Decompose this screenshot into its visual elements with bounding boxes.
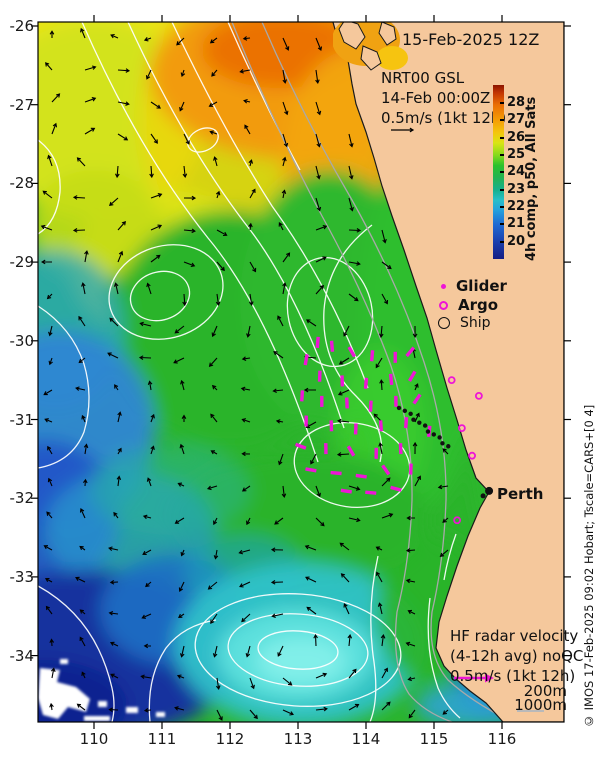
datetime-title: 15-Feb-2025 12Z xyxy=(402,30,540,49)
y-tick-label: -30 xyxy=(9,331,35,350)
x-tick-label: 110 xyxy=(79,730,109,748)
reference-arrows xyxy=(391,127,415,133)
colorbar-tick xyxy=(500,171,504,174)
x-tick-label: 114 xyxy=(351,730,381,748)
colorbar-tick-label: 23 xyxy=(507,181,526,197)
sla-contours xyxy=(38,22,461,722)
colorbar-tick xyxy=(500,136,504,139)
legend-item-argo: Argo xyxy=(439,296,498,314)
legend-label-argo: Argo xyxy=(458,296,499,314)
y-tick-label: -28 xyxy=(9,174,35,193)
colorbar-tick xyxy=(500,119,504,122)
colorbar-tick-label: 21 xyxy=(507,216,526,232)
y-tick-label: -29 xyxy=(9,253,35,272)
x-tick-label: 112 xyxy=(215,730,245,748)
colorbar-tick xyxy=(500,188,504,191)
plot-frame xyxy=(31,15,571,729)
current-vectors xyxy=(40,27,449,721)
colorbar-tick-label: 24 xyxy=(507,164,526,180)
isobath-line-sample xyxy=(517,710,544,712)
colorbar-tick xyxy=(500,102,504,105)
credit-text: © IMOS 17-Feb-2025 09:02 Hobart; Tscale=… xyxy=(582,404,596,728)
y-tick-label: -33 xyxy=(9,567,35,586)
colorbar-label: 4h comp, p50, All Sats xyxy=(524,96,539,261)
x-tick-label: 113 xyxy=(283,730,313,748)
y-tick-label: -34 xyxy=(9,646,35,665)
isobath-1000m-label: 1000m xyxy=(514,696,567,714)
model-name: NRT00 GSL xyxy=(381,69,465,87)
y-tick-label: -32 xyxy=(9,489,35,508)
colorbar-tick xyxy=(500,240,504,243)
colorbar-tick-label: 26 xyxy=(507,129,526,145)
legend-item-glider: Glider xyxy=(441,277,507,295)
hf-scale-arrow xyxy=(454,673,494,683)
ship-circle-icon xyxy=(438,317,450,329)
isobath-200m-label: 200m xyxy=(523,682,567,700)
legend-label-ship: Ship xyxy=(460,315,491,331)
ship-track xyxy=(396,405,451,449)
y-tick-label: -27 xyxy=(9,95,35,114)
land xyxy=(332,22,564,722)
colorbar-tick-label: 25 xyxy=(507,147,526,163)
y-tick-label: -31 xyxy=(9,410,35,429)
model-scale: 0.5m/s (1kt 12h) xyxy=(381,109,507,127)
city-marker xyxy=(480,486,494,499)
model-time: 14-Feb 00:00Z xyxy=(381,89,491,107)
glider-dot-icon xyxy=(441,283,446,289)
legend-label-glider: Glider xyxy=(456,277,507,295)
city-label: Perth xyxy=(497,485,544,503)
x-tick-label: 111 xyxy=(147,730,177,748)
argo-circle-icon xyxy=(439,300,448,310)
colorbar xyxy=(493,85,504,259)
colorbar-tick-label: 27 xyxy=(507,112,526,128)
colorbar-tick xyxy=(500,206,504,209)
colorbar-tick xyxy=(500,223,504,226)
colorbar-tick xyxy=(500,154,504,157)
colorbar-tick-label: 22 xyxy=(507,199,526,215)
hf-line1: HF radar velocity xyxy=(450,627,579,645)
x-tick-label: 115 xyxy=(419,730,449,748)
colorbar-tick-label: 20 xyxy=(507,233,526,249)
hf-line3: 0.5m/s (1kt 12h) xyxy=(450,667,576,685)
y-tick-label: -26 xyxy=(9,17,35,35)
argo-floats xyxy=(447,376,483,525)
colorbar-tick-label: 28 xyxy=(507,95,526,111)
legend-item-ship: Ship xyxy=(438,314,491,332)
x-tick-label: 116 xyxy=(487,730,517,748)
glider-tracks xyxy=(294,336,432,495)
hf-line2: (4-12h avg) noQC xyxy=(450,647,584,665)
